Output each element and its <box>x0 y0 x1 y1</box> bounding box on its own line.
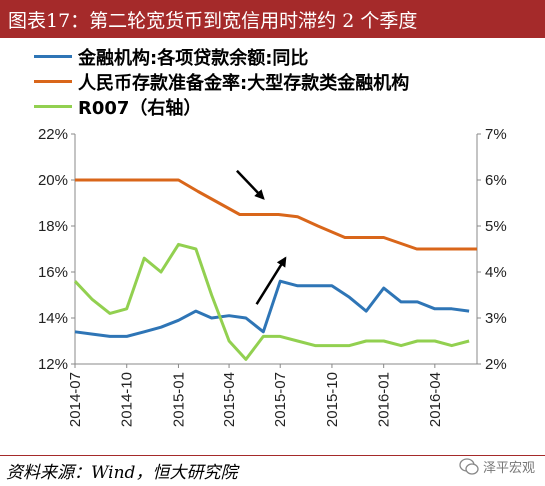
line-chart: 12% 14% 16% 18% 20% 22% 2% 3% 4% 5% 6% 7% 2014-07 201… <box>38 126 507 427</box>
annotation-arrow-down <box>236 169 265 200</box>
x-tick-label: 2014-10 <box>119 372 136 427</box>
y-tick-label-right: 7% <box>485 126 507 143</box>
series-line-rrr <box>75 178 477 251</box>
y-tick-label-left: 22% <box>38 126 68 143</box>
legend-swatch-rrr <box>34 80 72 83</box>
x-tick-label: 2015-01 <box>170 372 187 427</box>
legend-label-r007: R007（右轴） <box>78 97 202 119</box>
legend-swatch-r007 <box>34 105 72 108</box>
y-tick-label-left: 14% <box>38 310 68 327</box>
x-tick-label: 2014-07 <box>67 372 84 427</box>
wechat-icon <box>459 457 479 475</box>
annotation-arrow-up <box>255 256 287 305</box>
y-tick-label-left: 16% <box>38 264 68 281</box>
x-tick-label: 2015-10 <box>324 372 341 427</box>
y-tick-label-left: 18% <box>38 218 68 235</box>
y-tick-label-right: 3% <box>485 310 507 327</box>
footer-divider <box>0 455 545 456</box>
legend-item-r007: R007（右轴） <box>34 94 409 119</box>
x-tick-label: 2015-04 <box>221 372 238 427</box>
watermark-text: 泽平宏观 <box>482 461 535 476</box>
y-tick-label-right: 5% <box>485 218 507 235</box>
chart-legend: 金融机构:各项贷款余额:同比 人民币存款准备金率:大型存款类金融机构 R007（… <box>34 44 409 119</box>
y-tick-label-right: 6% <box>485 172 507 189</box>
legend-item-rrr: 人民币存款准备金率:大型存款类金融机构 <box>34 69 409 94</box>
chart-title: 图表17：第二轮宽货币到宽信用时滞约 2 个季度 <box>8 10 418 32</box>
series-line-loans <box>74 279 470 338</box>
legend-label-loans: 金融机构:各项贷款余额:同比 <box>78 47 309 69</box>
y-tick-label-left: 12% <box>38 356 68 373</box>
legend-item-loans: 金融机构:各项贷款余额:同比 <box>34 44 409 69</box>
title-bar: 图表17：第二轮宽货币到宽信用时滞约 2 个季度 <box>0 0 545 38</box>
legend-swatch-loans <box>34 55 72 58</box>
source-note: 资料来源：Wind，恒大研究院 <box>6 463 238 483</box>
y-tick-label-right: 4% <box>485 264 507 281</box>
x-tick-label: 2016-04 <box>427 372 444 427</box>
watermark: 泽平宏观 <box>459 457 535 476</box>
x-tick-label: 2015-07 <box>272 372 289 427</box>
y-tick-label-left: 20% <box>38 172 68 189</box>
y-tick-label-right: 2% <box>485 356 507 373</box>
series-line-r007 <box>73 242 470 361</box>
x-tick-label: 2016-01 <box>376 372 393 427</box>
legend-label-rrr: 人民币存款准备金率:大型存款类金融机构 <box>78 72 410 94</box>
